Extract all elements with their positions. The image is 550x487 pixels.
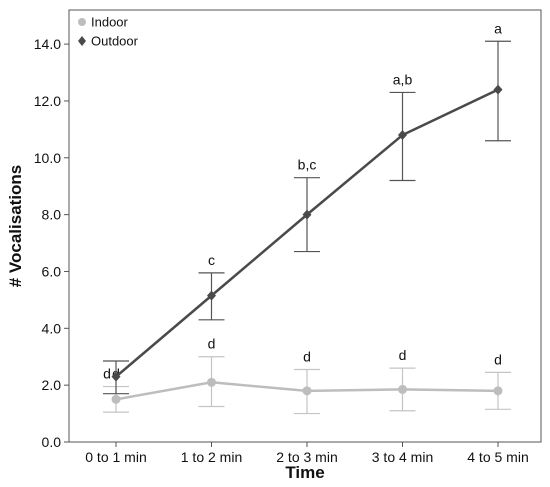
data-point (111, 394, 121, 404)
x-tick-label: 2 to 3 min (276, 449, 337, 465)
significance-label: d (399, 347, 407, 363)
legend-outdoor-label: Outdoor (91, 34, 139, 49)
significance-label: b,c (298, 157, 317, 173)
data-point (207, 377, 216, 387)
y-tick-label: 14.0 (34, 36, 61, 52)
y-tick-label: 10.0 (34, 150, 61, 166)
legend: Indoor Outdoor (78, 15, 139, 49)
legend-indoor-label: Indoor (91, 15, 129, 30)
y-tick-label: 12.0 (34, 93, 61, 109)
x-tick-label: 0 to 1 min (85, 449, 146, 465)
plot-frame (68, 9, 542, 443)
significance-label: a (494, 20, 502, 36)
y-tick-label: 6.0 (42, 263, 62, 279)
series-layer: ddddddcb,ca,ba (103, 20, 511, 415)
x-axis-title: Time (285, 463, 324, 482)
data-point (398, 384, 407, 394)
significance-label: d (303, 349, 311, 365)
x-tick-label: 3 to 4 min (372, 449, 433, 465)
y-tick-label: 2.0 (42, 377, 62, 393)
series-indoor: d d d d d (103, 336, 511, 415)
significance-label: c (208, 252, 215, 268)
data-point (493, 84, 503, 95)
y-tick-label: 4.0 (42, 320, 62, 336)
y-axis-title: # Vocalisations (6, 165, 25, 288)
data-point (398, 130, 407, 141)
data-point (302, 209, 312, 220)
data-point (111, 371, 121, 382)
x-tick-label: 4 to 5 min (467, 449, 528, 465)
legend-indoor-marker (78, 18, 86, 26)
series-outdoor: d c b,c a,b a (103, 20, 511, 395)
significance-label: d (494, 351, 502, 367)
significance-label: a,b (393, 71, 413, 87)
data-point (302, 386, 312, 396)
x-tick-label: 1 to 2 min (181, 449, 242, 465)
legend-outdoor-marker (78, 36, 86, 46)
data-point (493, 386, 503, 396)
significance-label: d (103, 366, 111, 382)
data-point (207, 290, 216, 301)
x-axis: 0 to 1 min 1 to 2 min 2 to 3 min 3 to 4 min… (85, 442, 529, 465)
y-tick-label: 8.0 (42, 207, 62, 223)
y-tick-label: 0.0 (42, 434, 62, 450)
y-axis: 0.0 2.0 4.0 6.0 8.0 10.0 12.0 14.0 (34, 36, 69, 450)
significance-label: d (208, 336, 216, 352)
